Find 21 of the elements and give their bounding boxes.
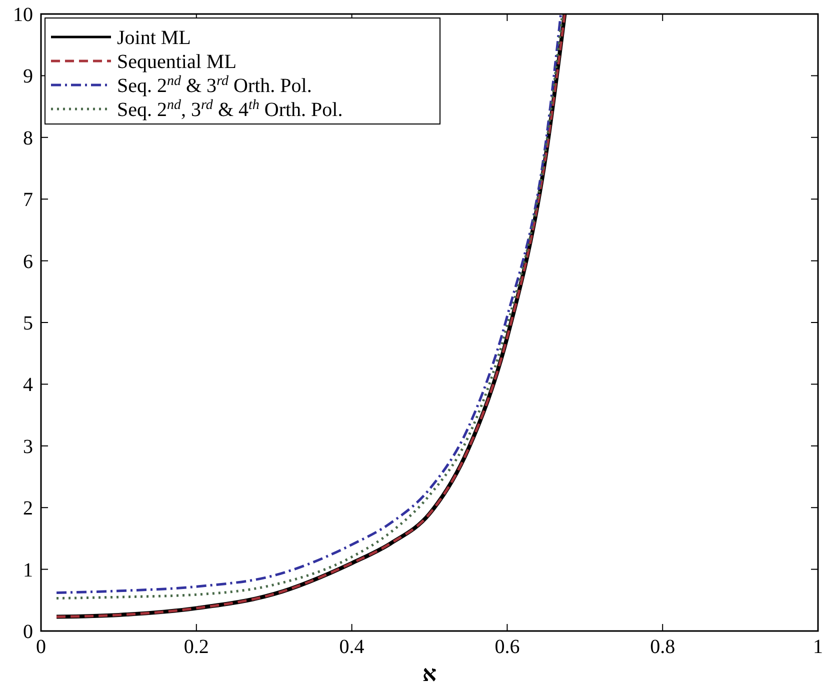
x-axis-title: א [422,661,437,686]
legend-label: Joint ML [117,27,191,49]
legend-label: Seq. 2$^{nd}$, 3$^{rd}$ & 4$^{th}$ Orth. Pol. [117,98,343,121]
x-tick-label: 0.6 [494,636,520,658]
x-tick-label: 1 [813,636,823,658]
y-tick-label: 5 [23,312,33,334]
y-tick-label: 3 [23,436,33,458]
x-tick-label: 0.8 [650,636,676,658]
y-tick-label: 1 [23,559,33,582]
x-tick-label: 0.4 [339,636,364,658]
y-tick-label: 8 [23,127,33,150]
legend-label: Seq. 2$^{nd}$ & 3$^{rd}$ Orth. Pol. [117,74,312,97]
y-tick-label: 4 [23,374,33,396]
y-tick-label: 10 [13,4,33,26]
y-tick-label: 7 [23,189,33,212]
x-tick-label: 0.2 [184,636,209,658]
y-tick-label: 6 [23,250,33,273]
y-tick-label: 2 [23,498,33,520]
y-tick-label: 9 [23,66,33,88]
y-tick-label: 0 [23,621,33,643]
legend-label: Sequential ML [117,51,236,73]
